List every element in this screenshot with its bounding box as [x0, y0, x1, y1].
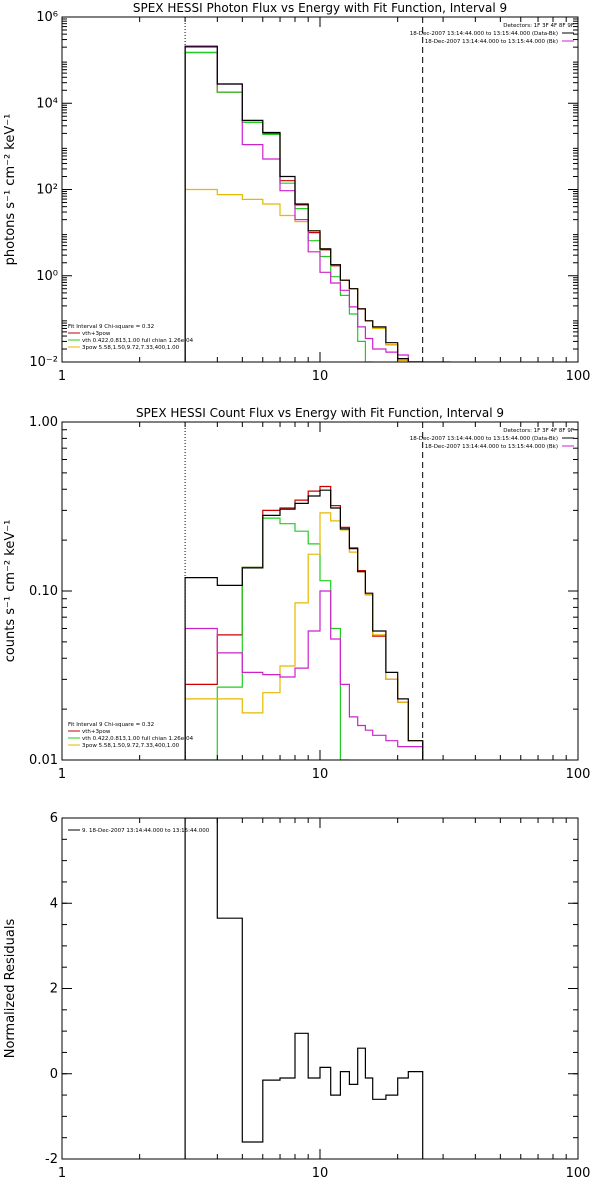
- fit-label: Fit Interval 9 Chi-square = 0.32: [68, 722, 154, 728]
- y-tick-label: 0.10: [29, 584, 58, 599]
- bk-time-label: 18-Dec-2007 13:14:44.000 to 13:15:44.000…: [425, 444, 558, 450]
- photon-flux-panel: SPEX HESSI Photon Flux vs Energy with Fi…: [3, 1, 590, 384]
- y-tick-label: 10⁰: [36, 269, 58, 284]
- x-tick-label: 100: [566, 767, 591, 782]
- series-line-4: [184, 46, 423, 362]
- legend-entry-2: 3pow 5.58,1.50,9.72,7.33,400,1.00: [82, 345, 180, 351]
- legend-entry-1: vth 0.422,0.813,1.00 full chian 1.26e-04: [82, 736, 194, 742]
- y-tick-label: 2: [50, 982, 58, 997]
- series-line-1: [184, 485, 424, 760]
- series-line-2: [184, 51, 373, 362]
- fit-label: Fit Interval 9 Chi-square = 0.32: [68, 324, 154, 330]
- y-tick-label: 0.01: [29, 753, 58, 768]
- x-tick-label: 1: [58, 369, 66, 384]
- count-flux-panel: SPEX HESSI Count Flux vs Energy with Fit…: [3, 406, 590, 782]
- detectors-label: Detectors: 1F 3F 4F 8F 9F: [503, 23, 574, 29]
- chart-title: SPEX HESSI Photon Flux vs Energy with Fi…: [133, 1, 507, 15]
- y-tick-label: -2: [45, 1152, 58, 1167]
- detectors-label: Detectors: 1F 3F 4F 8F 9F: [503, 428, 574, 434]
- data-time-label: 18-Dec-2007 13:14:44.000 to 13:15:44.000…: [410, 31, 558, 37]
- series-line-3: [184, 512, 424, 760]
- y-tick-label: 10⁴: [36, 96, 58, 111]
- x-tick-label: 10: [312, 369, 329, 384]
- x-tick-label: 10: [312, 767, 329, 782]
- data-layer: [184, 485, 424, 760]
- legend-entry-0: 9. 18-Dec-2007 13:14:44.000 to 13:15:44.…: [82, 828, 210, 834]
- data-layer: [184, 818, 424, 1159]
- y-tick-label: 0: [50, 1067, 58, 1082]
- legend-entry-0: vth+3pow: [82, 729, 111, 735]
- y-tick-label: 10⁶: [36, 10, 58, 25]
- y-tick-label: 4: [50, 896, 58, 911]
- x-tick-label: 100: [566, 1166, 591, 1181]
- series-line-1: [184, 51, 451, 362]
- y-tick-label: 6: [50, 811, 58, 826]
- y-tick-label: 10⁻²: [29, 355, 58, 370]
- series-line-0: [184, 489, 424, 760]
- y-tick-label: 1.00: [29, 415, 58, 430]
- plot-frame: [61, 16, 579, 363]
- y-tick-label: 10²: [36, 183, 58, 198]
- chart-title: SPEX HESSI Count Flux vs Energy with Fit…: [136, 406, 504, 420]
- legend-entry-1: vth 0.422,0.813,1.00 full chian 1.26e-04: [82, 338, 194, 344]
- series-line-4: [184, 590, 424, 760]
- series-line-0: [184, 45, 423, 362]
- legend-entry-0: vth+3pow: [82, 331, 111, 337]
- series-line-0: [184, 818, 424, 1159]
- x-tick-label: 10: [312, 1166, 329, 1181]
- residuals-panel: Normalized Residuals 1 10 100 -2 0 2 4 6 9. 18-De…: [3, 811, 590, 1181]
- series-line-2: [185, 517, 350, 760]
- series-line-3: [184, 188, 451, 362]
- data-layer: [184, 45, 451, 362]
- x-tick-label: 1: [58, 1166, 66, 1181]
- data-time-label: 18-Dec-2007 13:14:44.000 to 13:15:44.000…: [410, 436, 558, 442]
- x-tick-label: 1: [58, 767, 66, 782]
- y-axis-label: counts s⁻¹ cm⁻² keV⁻¹: [3, 520, 18, 663]
- x-tick-label: 100: [566, 369, 591, 384]
- plot-frame: [61, 817, 579, 1160]
- legend-entry-2: 3pow 5.58,1.50,9.72,7.33,400,1.00: [82, 743, 180, 749]
- bk-time-label: 18-Dec-2007 13:14:44.000 to 13:15:44.000…: [425, 39, 558, 45]
- y-axis-label: Normalized Residuals: [3, 919, 18, 1059]
- y-axis-label: photons s⁻¹ cm⁻² keV⁻¹: [3, 114, 18, 266]
